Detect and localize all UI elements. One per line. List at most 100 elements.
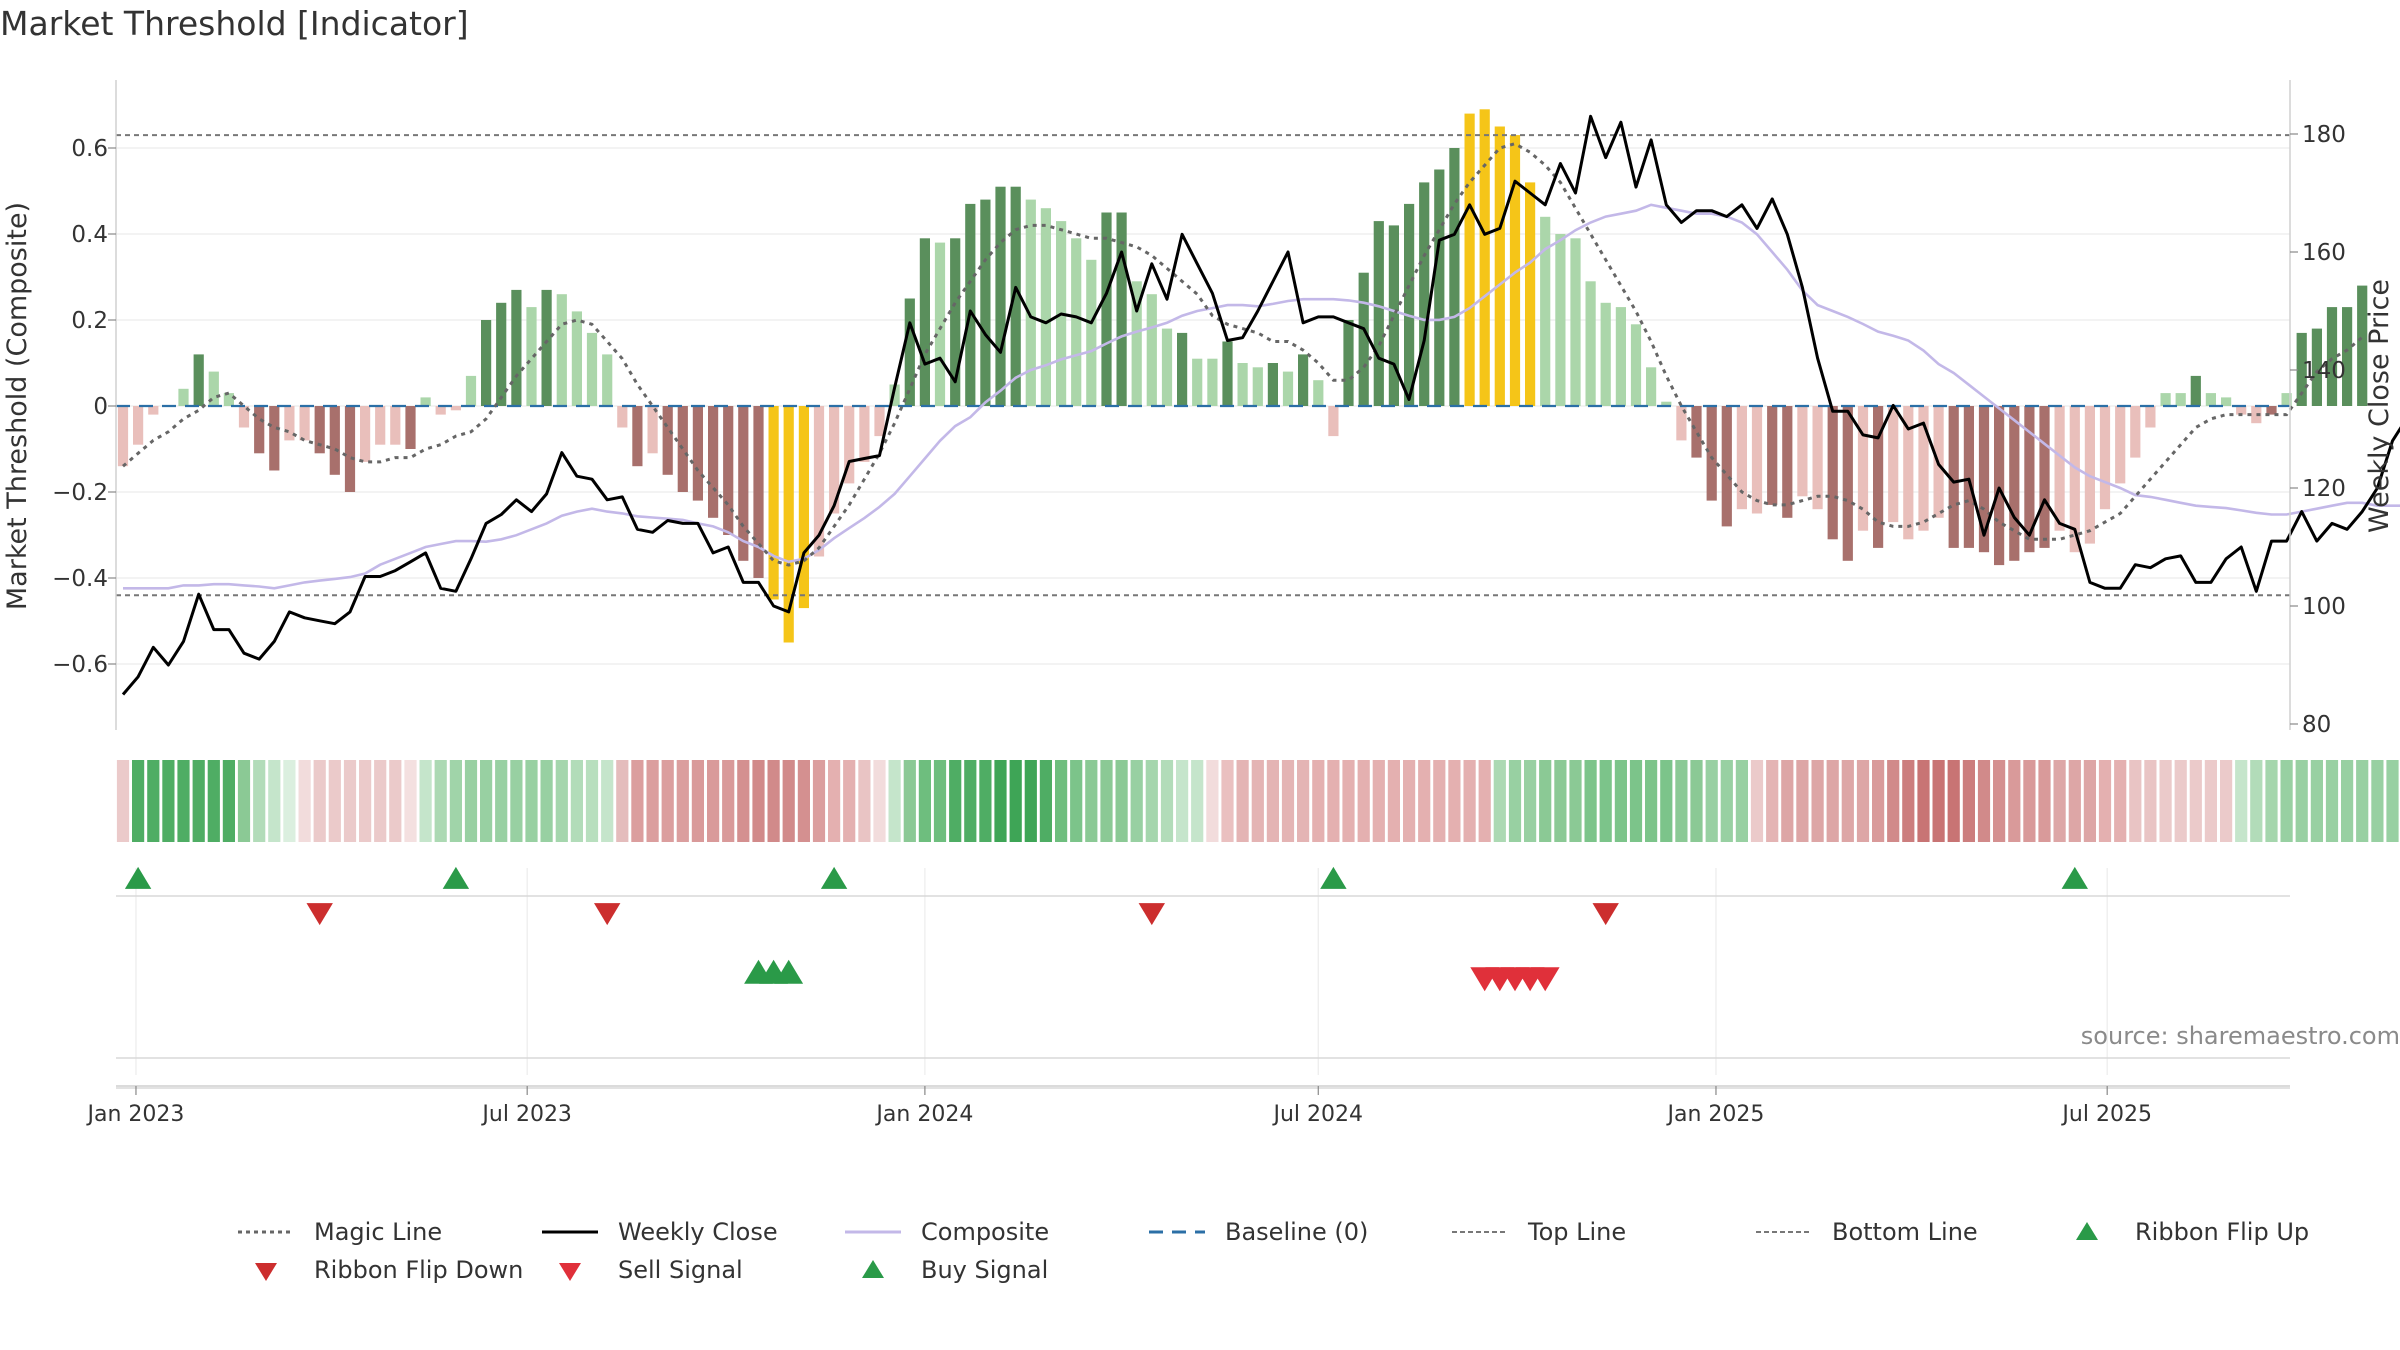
ribbon-cell <box>1176 760 1189 842</box>
composite-bar <box>254 406 265 454</box>
ribbon-cell <box>1569 760 1582 842</box>
composite-bar <box>1585 281 1596 406</box>
legend-label: Sell Signal <box>618 1256 743 1284</box>
ribbon-cell <box>389 760 402 842</box>
page-title: Market Threshold [Indicator] <box>0 4 469 43</box>
composite-bar <box>435 406 446 415</box>
composite-bar <box>208 371 219 406</box>
ribbon-cell <box>253 760 266 842</box>
composite-bar <box>526 307 537 406</box>
composite-bar <box>980 199 991 406</box>
ribbon-cell <box>510 760 523 842</box>
ribbon-cell <box>949 760 962 842</box>
ribbon-cell <box>1841 760 1854 842</box>
composite-bar <box>1222 341 1233 406</box>
ribbon-cell <box>1130 760 1143 842</box>
ribbon-cell <box>2325 760 2339 842</box>
legend-label: Ribbon Flip Up <box>2135 1218 2310 1246</box>
dotted-line <box>1452 1231 1508 1233</box>
composite-bar <box>390 406 401 445</box>
ribbon-cell <box>933 760 947 842</box>
ribbon-cell <box>1750 760 1764 842</box>
ribbon-cell <box>449 760 462 842</box>
ribbon-cell <box>2174 760 2187 842</box>
composite-bar <box>1721 406 1732 527</box>
composite-bar <box>2054 406 2065 531</box>
legend-label: Weekly Close <box>618 1218 778 1246</box>
ribbon-cell <box>1236 760 1249 842</box>
solid-line <box>845 1230 901 1234</box>
composite-bar <box>1192 358 1203 406</box>
composite-bar <box>556 294 567 406</box>
ribbon-cell <box>1372 760 1385 842</box>
ribbon-cell <box>1917 760 1930 842</box>
composite-bar <box>1071 238 1082 406</box>
composite-bar <box>314 406 325 454</box>
ribbon-cell <box>222 760 235 842</box>
ribbon-cell <box>1962 760 1975 842</box>
composite-bar <box>1736 406 1747 510</box>
ribbon-cell <box>1055 760 1068 842</box>
ribbon-cell <box>631 760 644 842</box>
ribbon-cell <box>2144 760 2157 842</box>
composite-bar <box>2099 406 2111 510</box>
ribbon-cell <box>328 760 341 842</box>
ribbon-cell <box>343 760 357 842</box>
composite-bar <box>829 406 840 514</box>
composite-bar <box>1797 406 1808 497</box>
ribbon-cell <box>1327 760 1340 842</box>
composite-bar <box>1646 367 1657 406</box>
composite-bar <box>617 406 628 428</box>
ribbon-cell <box>1357 760 1370 842</box>
ribbon-cell <box>1387 760 1400 842</box>
right-tick-label: 180 <box>2302 122 2346 148</box>
composite-bar <box>965 203 976 406</box>
composite-bar <box>1706 406 1717 501</box>
ribbon-cell <box>1539 760 1552 842</box>
legend-label: Buy Signal <box>921 1256 1049 1284</box>
ribbon-cell <box>1342 760 1355 842</box>
ribbon-cell <box>2295 760 2308 842</box>
ribbon-cell <box>1675 760 1688 842</box>
composite-bar <box>344 406 356 492</box>
ribbon-cell <box>828 760 841 842</box>
ribbon-cell <box>298 760 311 842</box>
composite-bar <box>1751 406 1763 514</box>
ribbon-cell <box>132 760 145 842</box>
left-tick-label: 0.6 <box>71 136 108 162</box>
composite-bar <box>1948 406 1959 548</box>
composite-bar <box>299 406 310 441</box>
x-tick-label: Jul 2025 <box>2060 1102 2152 1127</box>
composite-bar <box>1343 320 1354 406</box>
right-tick-label: 100 <box>2302 594 2346 620</box>
legend-item: Buy Signal <box>843 1256 1048 1284</box>
composite-bar <box>2145 406 2156 428</box>
composite-bar <box>1540 216 1551 406</box>
weekly-close-line <box>121 114 2400 696</box>
triangle-up-icon <box>862 1260 884 1278</box>
ribbon-cell <box>2371 760 2384 842</box>
legend-item: Top Line <box>1450 1218 1626 1246</box>
ribbon-cell <box>1115 760 1128 842</box>
ribbon-cell <box>404 760 417 842</box>
ribbon-cell <box>888 760 901 842</box>
ribbon-cell <box>2159 760 2172 842</box>
composite-bar <box>1812 406 1823 510</box>
composite-bar <box>1358 272 1369 406</box>
ribbon-cell <box>707 760 720 842</box>
ribbon-cell <box>2265 760 2278 842</box>
ribbon-cell <box>2053 760 2066 842</box>
ribbon-cell <box>737 760 750 842</box>
composite-bar <box>1419 182 1430 406</box>
ribbon-cell <box>1524 760 1537 842</box>
composite-bar <box>1963 406 1974 548</box>
ribbon-cell <box>2114 760 2127 842</box>
composite-bar <box>1207 358 1218 406</box>
legend-item: Magic Line <box>236 1218 442 1246</box>
ribbon-cell <box>601 760 614 842</box>
y-axis-label-right: Weekly Close Price <box>2364 279 2395 533</box>
ribbon-cell <box>1281 760 1295 842</box>
ribbon-cell <box>2341 760 2354 842</box>
ribbon-cell <box>964 760 977 842</box>
legend-item: Ribbon Flip Up <box>2057 1218 2309 1246</box>
